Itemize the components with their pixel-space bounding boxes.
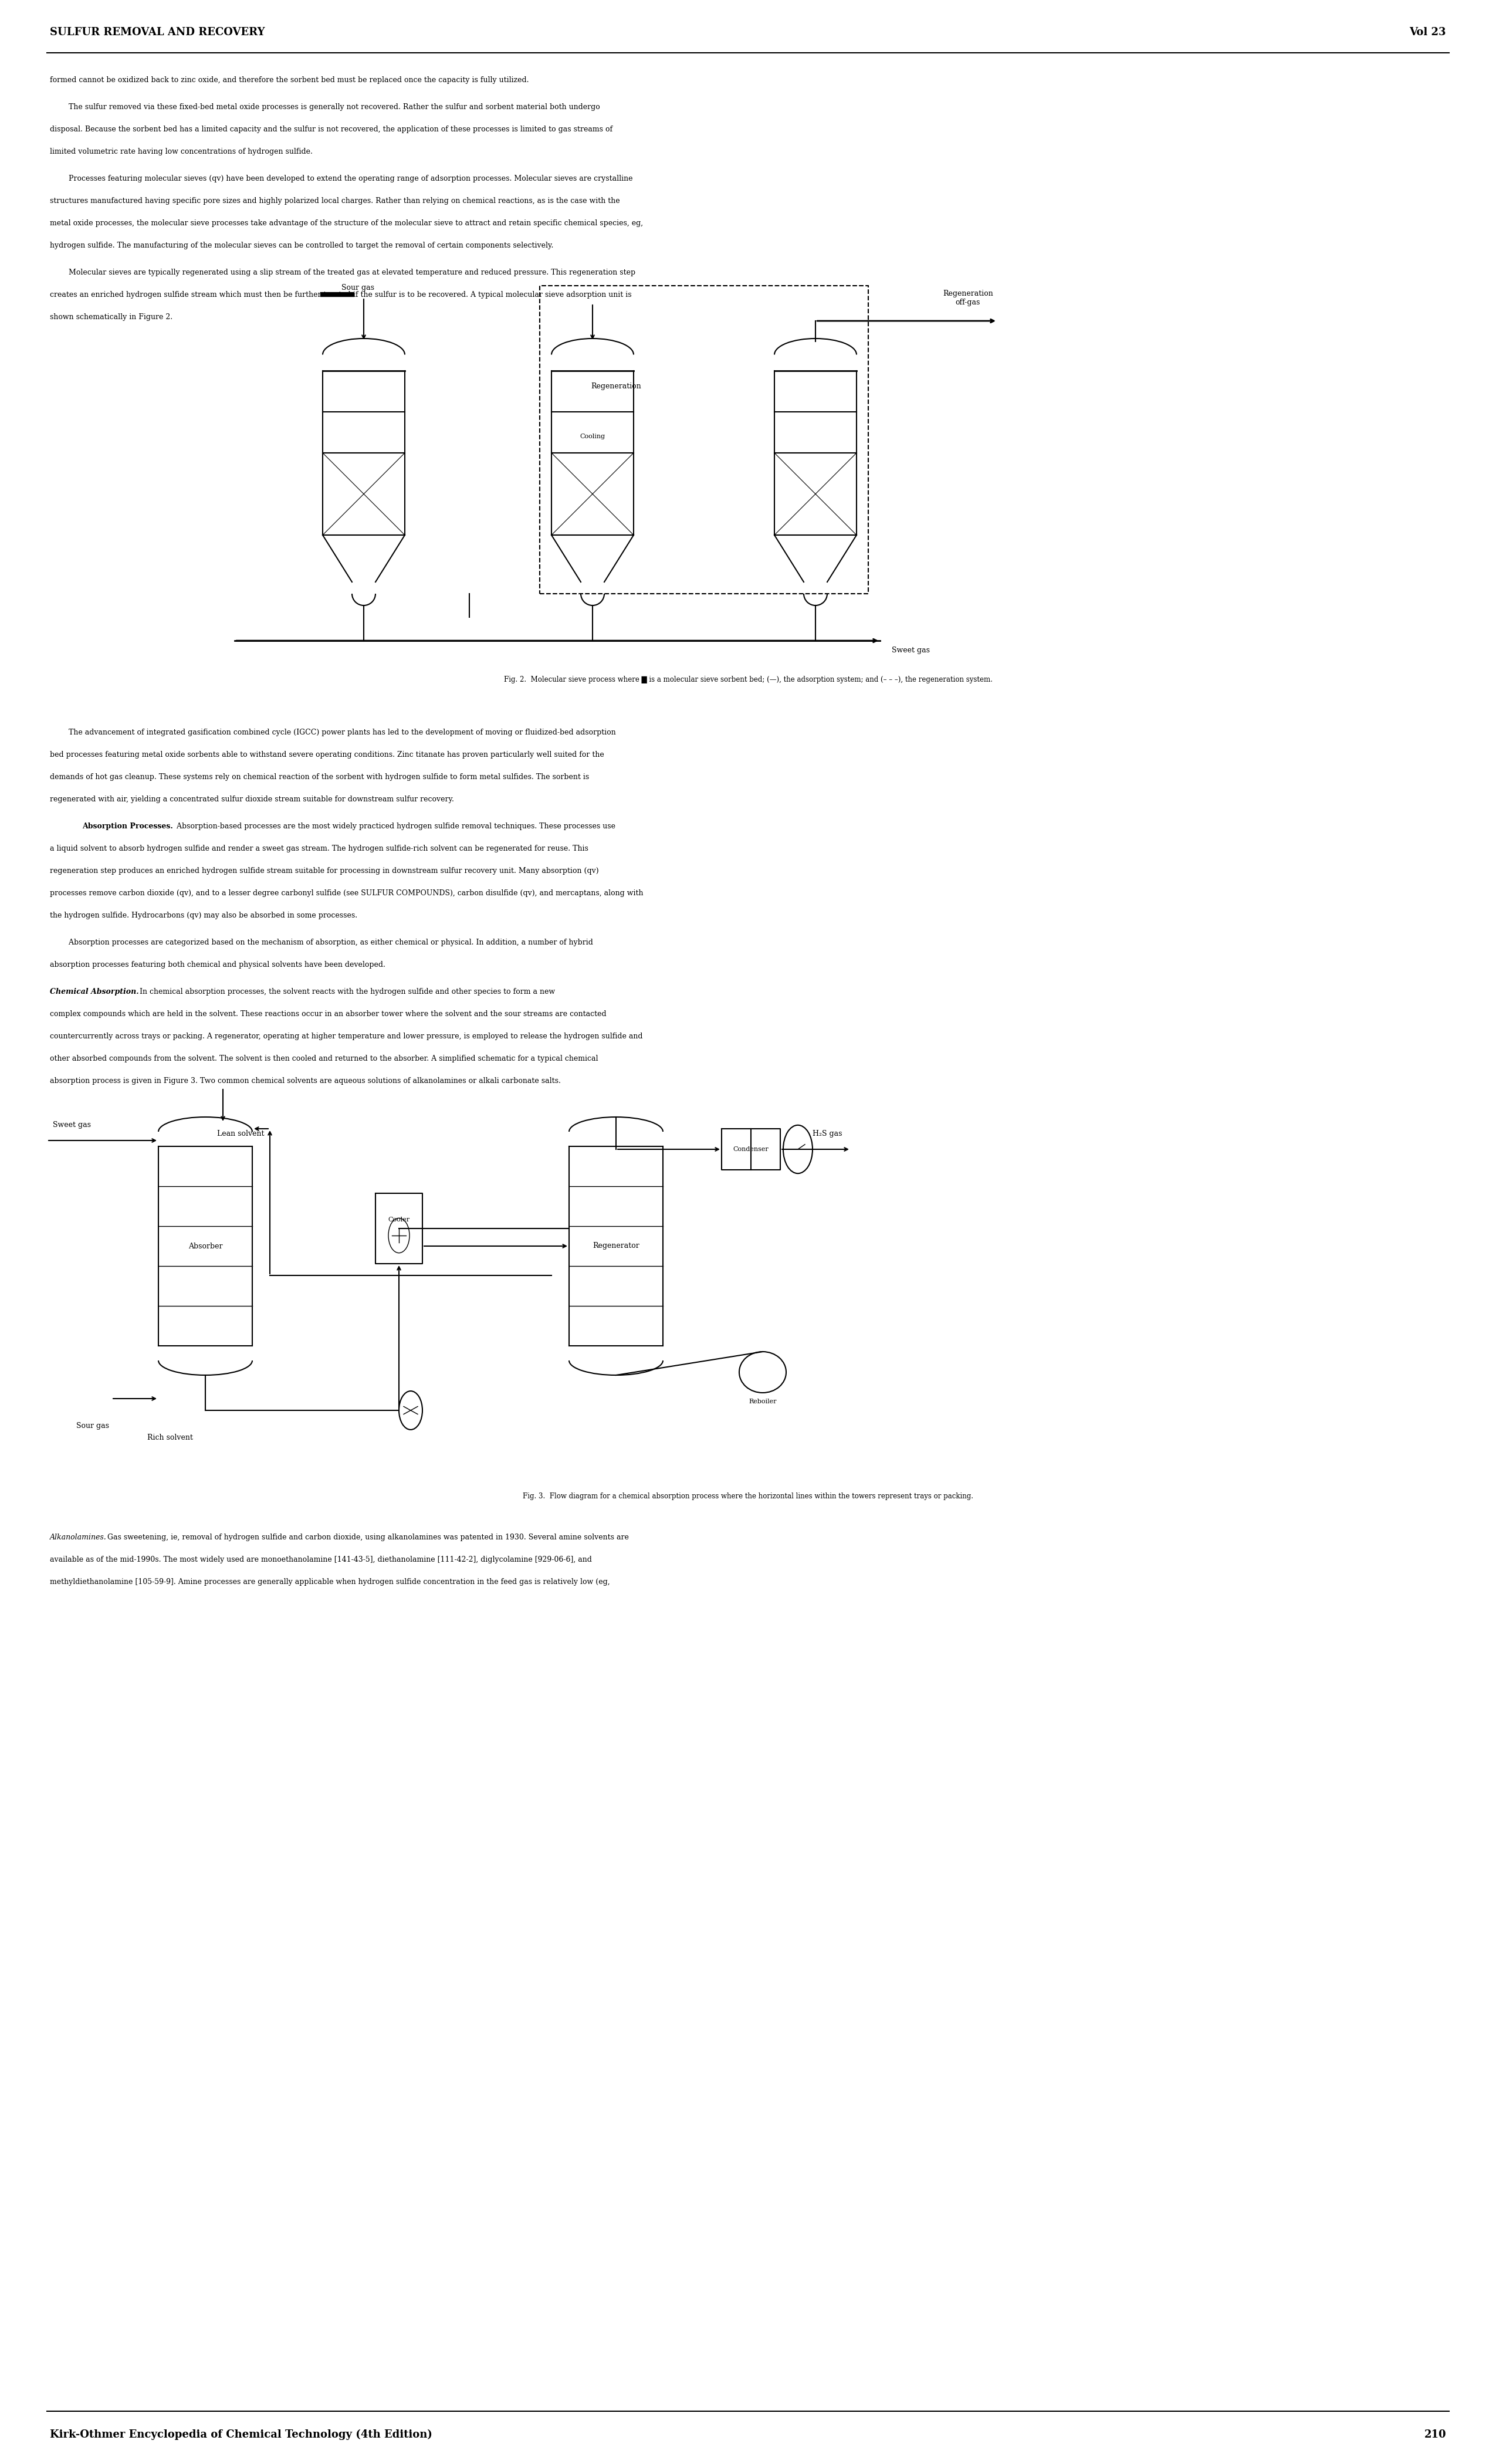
Text: Molecular sieves are typically regenerated using a slip stream of the treated ga: Molecular sieves are typically regenerat… (49, 269, 636, 276)
Text: Vol 23: Vol 23 (1409, 27, 1447, 37)
Text: regeneration step produces an enriched hydrogen sulfide stream suitable for proc: regeneration step produces an enriched h… (49, 867, 598, 875)
Text: Gas sweetening, ie, removal of hydrogen sulfide and carbon dioxide, using alkano: Gas sweetening, ie, removal of hydrogen … (103, 1533, 628, 1540)
Text: a liquid solvent to absorb hydrogen sulfide and render a sweet gas stream. The h: a liquid solvent to absorb hydrogen sulf… (49, 845, 588, 853)
Text: processes remove carbon dioxide (qv), and to a lesser degree carbonyl sulfide (s: processes remove carbon dioxide (qv), an… (49, 890, 643, 897)
Text: H₂S gas: H₂S gas (812, 1131, 842, 1138)
Text: complex compounds which are held in the solvent. These reactions occur in an abs: complex compounds which are held in the … (49, 1010, 606, 1018)
Text: structures manufactured having specific pore sizes and highly polarized local ch: structures manufactured having specific … (49, 197, 619, 205)
Text: The sulfur removed via these fixed-bed metal oxide processes is generally not re: The sulfur removed via these fixed-bed m… (49, 103, 600, 111)
Text: hydrogen sulfide. The manufacturing of the molecular sieves can be controlled to: hydrogen sulfide. The manufacturing of t… (49, 241, 554, 249)
Text: Chemical Absorption.: Chemical Absorption. (49, 988, 139, 995)
Text: In chemical absorption processes, the solvent reacts with the hydrogen sulfide a: In chemical absorption processes, the so… (135, 988, 555, 995)
Text: bed processes featuring metal oxide sorbents able to withstand severe operating : bed processes featuring metal oxide sorb… (49, 752, 604, 759)
Text: Regeneration
off-gas: Regeneration off-gas (942, 291, 993, 306)
Text: Lean solvent: Lean solvent (217, 1131, 265, 1138)
Text: available as of the mid-1990s. The most widely used are monoethanolamine [141-43: available as of the mid-1990s. The most … (49, 1555, 592, 1565)
Text: metal oxide processes, the molecular sieve processes take advantage of the struc: metal oxide processes, the molecular sie… (49, 219, 643, 227)
Text: Rich solvent: Rich solvent (147, 1434, 193, 1441)
Text: the hydrogen sulfide. Hydrocarbons (qv) may also be absorbed in some processes.: the hydrogen sulfide. Hydrocarbons (qv) … (49, 912, 358, 919)
Text: limited volumetric rate having low concentrations of hydrogen sulfide.: limited volumetric rate having low conce… (49, 148, 313, 155)
Text: absorption process is given in Figure 3. Two common chemical solvents are aqueou: absorption process is given in Figure 3.… (49, 1077, 561, 1084)
Text: Alkanolamines.: Alkanolamines. (49, 1533, 106, 1540)
Text: shown schematically in Figure 2.: shown schematically in Figure 2. (49, 313, 172, 320)
Text: countercurrently across trays or packing. A regenerator, operating at higher tem: countercurrently across trays or packing… (49, 1032, 643, 1040)
Text: demands of hot gas cleanup. These systems rely on chemical reaction of the sorbe: demands of hot gas cleanup. These system… (49, 774, 589, 781)
Text: Absorption processes are categorized based on the mechanism of absorption, as ei: Absorption processes are categorized bas… (49, 939, 592, 946)
Text: absorption processes featuring both chemical and physical solvents have been dev: absorption processes featuring both chem… (49, 961, 386, 968)
Text: Regenerator: Regenerator (592, 1242, 639, 1249)
Text: Reboiler: Reboiler (748, 1400, 776, 1404)
Text: Absorption-based processes are the most widely practiced hydrogen sulfide remova: Absorption-based processes are the most … (168, 823, 615, 830)
Text: Fig. 3.  Flow diagram for a chemical absorption process where the horizontal lin: Fig. 3. Flow diagram for a chemical abso… (522, 1493, 974, 1501)
Text: Sweet gas: Sweet gas (892, 646, 931, 653)
Text: creates an enriched hydrogen sulfide stream which must then be further treated i: creates an enriched hydrogen sulfide str… (49, 291, 631, 298)
Bar (540, 286, 868, 594)
Text: SULFUR REMOVAL AND RECOVERY: SULFUR REMOVAL AND RECOVERY (49, 27, 265, 37)
Text: The advancement of integrated gasification combined cycle (IGCC) power plants ha: The advancement of integrated gasificati… (49, 729, 616, 737)
Text: Fig. 2.  Molecular sieve process where █ is a molecular sieve sorbent bed; (—), : Fig. 2. Molecular sieve process where █ … (504, 675, 992, 683)
Text: 210: 210 (1424, 2430, 1447, 2439)
Text: Sweet gas: Sweet gas (52, 1121, 91, 1129)
Text: Absorption Processes.: Absorption Processes. (82, 823, 174, 830)
Text: disposal. Because the sorbent bed has a limited capacity and the sulfur is not r: disposal. Because the sorbent bed has a … (49, 126, 612, 133)
Text: regenerated with air, yielding a concentrated sulfur dioxide stream suitable for: regenerated with air, yielding a concent… (49, 796, 453, 803)
Text: Cooler: Cooler (387, 1217, 410, 1222)
Text: Processes featuring molecular sieves (qv) have been developed to extend the oper: Processes featuring molecular sieves (qv… (49, 175, 633, 182)
Text: Condenser: Condenser (733, 1146, 769, 1153)
Text: Absorber: Absorber (188, 1242, 223, 1249)
Text: formed cannot be oxidized back to zinc oxide, and therefore the sorbent bed must: formed cannot be oxidized back to zinc o… (49, 76, 530, 84)
Text: Sour gas: Sour gas (76, 1422, 109, 1429)
Text: Cooling: Cooling (580, 434, 606, 439)
Text: Sour gas: Sour gas (341, 283, 374, 291)
Text: methyldiethanolamine [105-59-9]. Amine processes are generally applicable when h: methyldiethanolamine [105-59-9]. Amine p… (49, 1577, 610, 1587)
Text: Regeneration: Regeneration (591, 382, 642, 389)
Text: Kirk-Othmer Encyclopedia of Chemical Technology (4th Edition): Kirk-Othmer Encyclopedia of Chemical Tec… (49, 2430, 432, 2439)
Text: other absorbed compounds from the solvent. The solvent is then cooled and return: other absorbed compounds from the solven… (49, 1055, 598, 1062)
